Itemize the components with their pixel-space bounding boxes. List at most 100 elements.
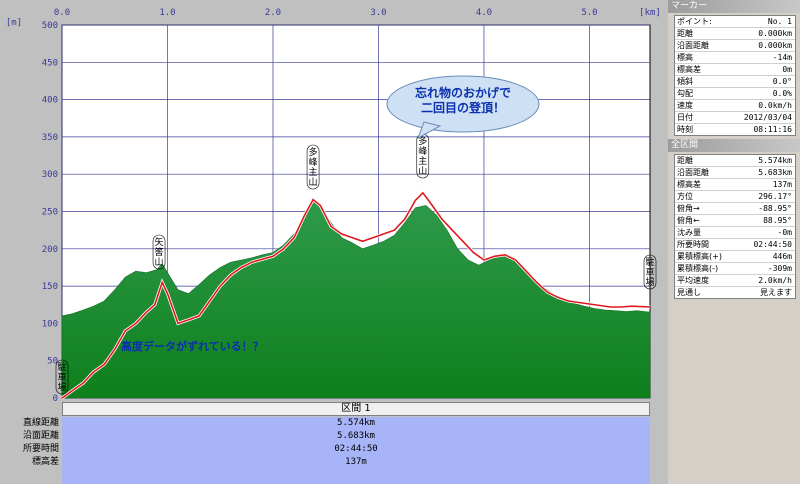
svg-text:駐: 駐 xyxy=(645,256,654,268)
marker-key: 速度 xyxy=(677,101,693,110)
svg-text:峰: 峰 xyxy=(418,146,427,157)
all-row: 方位 296.17° xyxy=(675,191,795,203)
svg-text:主: 主 xyxy=(309,166,318,178)
start-parking-label: 駐車場 xyxy=(55,359,69,395)
all-row: 俯角← 88.95° xyxy=(675,215,795,227)
marker-row: 距離 0.000km xyxy=(675,28,795,40)
x-tick-label: 4.0 xyxy=(476,8,492,18)
y-tick-label: 350 xyxy=(42,133,58,143)
section-bar[interactable]: 区間 1 xyxy=(62,402,650,416)
marker-row: 日付 2012/03/04 xyxy=(675,112,795,124)
all-key: 標高差 xyxy=(677,180,701,189)
svg-text:場: 場 xyxy=(645,276,654,288)
all-key: 見通し xyxy=(677,288,701,297)
all-row: 見通し 見えます xyxy=(675,287,795,298)
stats-labels: 直線距離 沿面距離 所要時間 標高差 xyxy=(0,417,62,484)
stat-label: 標高差 xyxy=(31,457,59,467)
marker-value: 0.0km/h xyxy=(758,101,792,110)
marker-value: 08:11:16 xyxy=(753,125,792,134)
marker-panel-title: マーカー xyxy=(668,0,800,13)
marker-row: 勾配 0.0% xyxy=(675,88,795,100)
route-line xyxy=(61,191,651,399)
all-row: 累積標高(+) 446m xyxy=(675,251,795,263)
side-panel: マーカー ポイント: No. 1 距離 0.000km 沿面距離 0.000km 標高 -14… xyxy=(668,0,800,484)
marker-key: 日付 xyxy=(677,113,693,122)
marker-key: 標高 xyxy=(677,53,693,62)
marker-row: 傾斜 0.0° xyxy=(675,76,795,88)
marker-value: No. 1 xyxy=(767,17,792,26)
marker-value: 0.0% xyxy=(772,89,792,98)
svg-text:車: 車 xyxy=(57,371,66,383)
y-tick-label: 450 xyxy=(42,58,58,68)
section-label: 区間 1 xyxy=(341,403,371,414)
all-key: 沿面距離 xyxy=(677,168,709,177)
peak-label-yahazuyama: 矢筈山 xyxy=(152,234,166,270)
y-tick-label: 400 xyxy=(42,96,58,106)
end-parking-label: 駐車場 xyxy=(643,254,657,290)
stat-value: 5.574km xyxy=(337,418,375,428)
all-value: 見えます xyxy=(760,288,792,297)
all-value: 88.95° xyxy=(763,216,792,225)
marker-key: 標高差 xyxy=(677,65,701,74)
marker-row: 時刻 08:11:16 xyxy=(675,124,795,135)
y-tick-label: 50 xyxy=(47,357,58,367)
marker-key: 沿面距離 xyxy=(677,41,709,50)
all-value: -0m xyxy=(777,228,792,237)
marker-value: 0.0° xyxy=(772,77,792,86)
elevation-chart[interactable]: 0 50 100 150 200 250 300 350 400 450 500 0.0 1.0 2.0 3… xyxy=(0,0,668,402)
svg-text:山: 山 xyxy=(309,177,318,188)
marker-row: 標高差 0m xyxy=(675,64,795,76)
all-row: 標高差 137m xyxy=(675,179,795,191)
svg-text:筈: 筈 xyxy=(155,246,164,258)
y-tick-label: 500 xyxy=(42,21,58,31)
marker-value: 0.000km xyxy=(758,41,792,50)
all-row: 沈み量 -0m xyxy=(675,227,795,239)
x-tick-label: 1.0 xyxy=(159,8,175,18)
marker-key: 時刻 xyxy=(677,125,693,134)
y-tick-label: 150 xyxy=(42,282,58,292)
x-tick-label: 2.0 xyxy=(265,8,281,18)
all-value: 446m xyxy=(772,252,792,261)
stat-value: 5.683km xyxy=(337,431,375,441)
callout-text: 忘れ物のおかげで xyxy=(415,85,511,100)
all-value: 137m xyxy=(772,180,792,189)
note-text: 高度データがずれている！？ xyxy=(121,339,264,353)
all-value: -309m xyxy=(767,264,792,273)
marker-row: 速度 0.0km/h xyxy=(675,100,795,112)
svg-text:山: 山 xyxy=(155,257,164,268)
all-key: 累積標高(-) xyxy=(677,264,719,273)
all-row: 累積標高(-) -309m xyxy=(675,263,795,275)
profile-chart-area[interactable]: 0 50 100 150 200 250 300 350 400 450 500 0.0 1.0 2.0 3… xyxy=(0,0,668,484)
all-value: 296.17° xyxy=(758,192,792,201)
all-row: 沿面距離 5.683km xyxy=(675,167,795,179)
marker-table: ポイント: No. 1 距離 0.000km 沿面距離 0.000km 標高 -14m 標高差 0… xyxy=(674,15,796,136)
marker-key: 傾斜 xyxy=(677,77,693,86)
y-tick-label: 100 xyxy=(42,319,58,329)
marker-value: 2012/03/04 xyxy=(743,113,792,122)
all-row: 所要時間 02:44:50 xyxy=(675,239,795,251)
all-key: 距離 xyxy=(677,156,693,165)
all-value: 5.574km xyxy=(758,156,792,165)
all-key: 所要時間 xyxy=(677,240,709,249)
marker-value: 0m xyxy=(782,65,792,74)
all-key: 方位 xyxy=(677,192,693,201)
all-key: 累積標高(+) xyxy=(677,252,722,261)
svg-text:峰: 峰 xyxy=(309,157,318,168)
all-panel-title: 全区間 xyxy=(668,139,800,152)
svg-text:矢: 矢 xyxy=(155,236,164,248)
x-tick-label: 0.0 xyxy=(54,8,70,18)
y-tick-label: 250 xyxy=(42,208,58,218)
y-unit-label: [m] xyxy=(6,18,22,28)
x-tick-label: 3.0 xyxy=(370,8,386,18)
marker-row: 標高 -14m xyxy=(675,52,795,64)
marker-value: -14m xyxy=(772,53,792,62)
all-key: 俯角→ xyxy=(677,204,700,213)
all-row: 平均速度 2.0km/h xyxy=(675,275,795,287)
y-tick-label: 0 xyxy=(53,394,58,402)
marker-key: 距離 xyxy=(677,29,693,38)
all-value: -88.95° xyxy=(758,204,792,213)
y-tick-label: 200 xyxy=(42,245,58,255)
marker-row: ポイント: No. 1 xyxy=(675,16,795,28)
all-value: 2.0km/h xyxy=(758,276,792,285)
